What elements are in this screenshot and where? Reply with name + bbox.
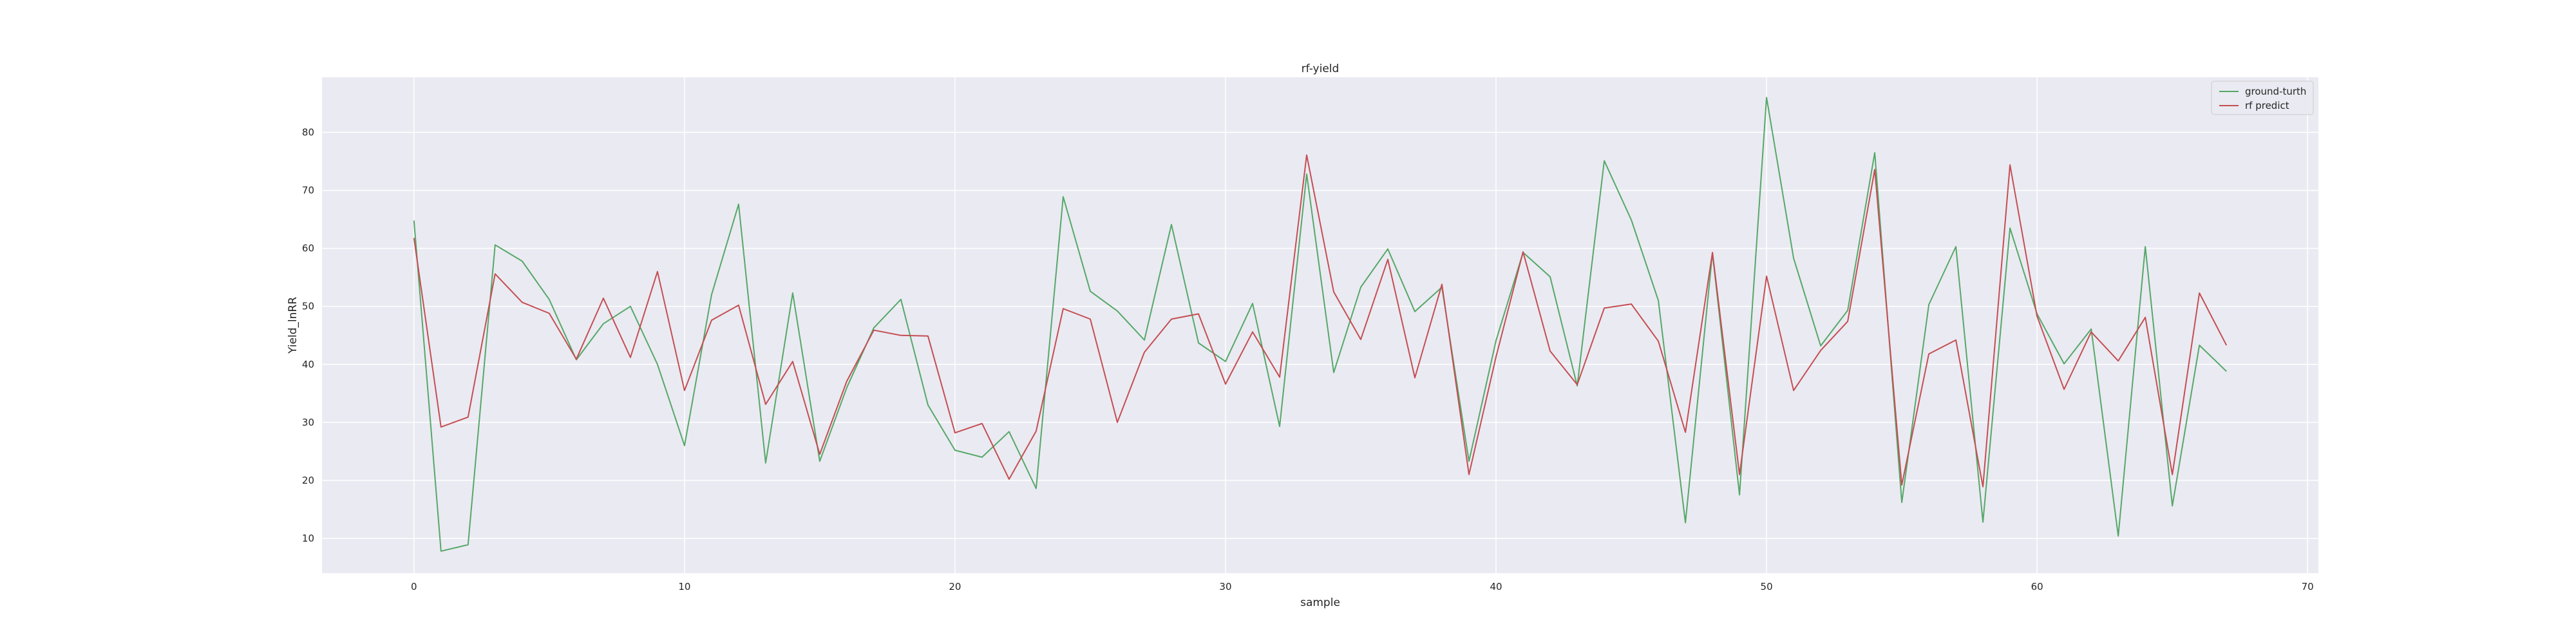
x-tick-label: 50 bbox=[1761, 581, 1773, 592]
legend: ground-turth rf predict bbox=[2211, 80, 2314, 115]
series-lines bbox=[413, 97, 2228, 552]
grid-lines bbox=[322, 77, 2318, 573]
x-tick-label: 60 bbox=[2031, 581, 2043, 592]
y-tick-label: 60 bbox=[302, 243, 314, 254]
x-tick-label: 0 bbox=[411, 581, 417, 592]
y-tick-label: 50 bbox=[302, 301, 314, 312]
y-tick-labels: 10 20 30 40 50 60 70 80 bbox=[302, 127, 314, 544]
y-tick-label: 20 bbox=[302, 475, 314, 486]
x-tick-labels: 0 10 20 30 40 50 60 70 bbox=[411, 581, 2314, 592]
x-tick-label: 40 bbox=[1490, 581, 1502, 592]
y-tick-label: 70 bbox=[302, 185, 314, 196]
series-line-ground-turth bbox=[413, 97, 2227, 552]
plot-area bbox=[322, 77, 2318, 573]
legend-label-ground-turth: ground-turth bbox=[2245, 86, 2306, 97]
chart-title: rf-yield bbox=[1302, 62, 1340, 75]
y-tick-label: 30 bbox=[302, 417, 314, 428]
x-tick-label: 10 bbox=[678, 581, 690, 592]
y-tick-label: 40 bbox=[302, 359, 314, 370]
y-tick-label: 10 bbox=[302, 533, 314, 544]
x-tick-label: 20 bbox=[949, 581, 961, 592]
x-tick-label: 70 bbox=[2302, 581, 2314, 592]
x-tick-label: 30 bbox=[1219, 581, 1231, 592]
x-axis-label: sample bbox=[1300, 596, 1340, 609]
y-axis-label: Yield_lnRR bbox=[287, 297, 299, 354]
legend-label-rf-predict: rf predict bbox=[2245, 100, 2289, 111]
y-tick-label: 80 bbox=[302, 127, 314, 138]
series-line-rf-predict bbox=[413, 154, 2228, 488]
